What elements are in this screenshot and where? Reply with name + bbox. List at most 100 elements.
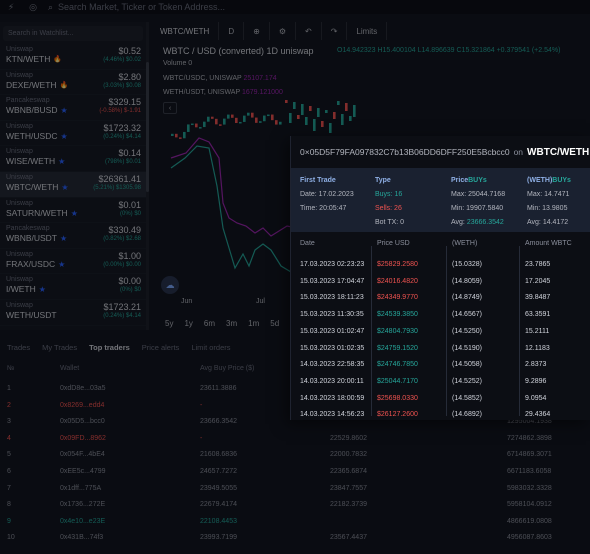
watchlist-item[interactable]: Uniswap DEXE/WETH 🔥 $2.80 (3.03%) $0.08 <box>0 70 146 96</box>
wallet-address[interactable]: 0xdD8e...03a5 <box>60 385 106 392</box>
trade-row[interactable]: 15.03.2023 18:11:23 $24349.9770 (14.8749) 3… <box>291 291 590 307</box>
trade-row[interactable]: 14.03.2023 18:00:59 $25698.0330 (14.5852) 9… <box>291 392 590 408</box>
range-button-1y[interactable]: 1y <box>184 319 193 328</box>
table-row[interactable]: 7 0x1dff...775A 23949.5055 23847.7557 598303… <box>0 482 590 498</box>
trade-row[interactable]: 14.03.2023 20:00:11 $25044.7170 (14.5252) 9… <box>291 375 590 391</box>
table-row[interactable]: 10 0x431B...74f3 23993.7199 23567.4437 49560… <box>0 531 590 547</box>
trade-row[interactable]: 14.03.2023 22:58:35 $24746.7850 (14.5058) 2… <box>291 358 590 374</box>
main-search[interactable]: ⌕ Search Market, Ticker or Token Address… <box>48 2 225 13</box>
trade-row[interactable]: 15.03.2023 01:02:35 $24759.1520 (14.5190) 1… <box>291 342 590 358</box>
table-row[interactable]: 2 0x8269...edd4 - <box>0 399 590 415</box>
chart-title: WBTC / USD (converted) 1D uniswap <box>163 46 314 56</box>
globe-icon[interactable]: ◎ <box>29 1 37 12</box>
trade-date: 14.03.2023 14:56:23 <box>300 411 365 419</box>
table-row[interactable]: 5 0x054F...4bE4 21608.6836 22000.7832 671486… <box>0 448 590 464</box>
watchlist-item[interactable]: Uniswap WISE/WETH ★ $0.14 (798%) $0.01 <box>0 146 146 172</box>
trade-row[interactable]: 15.03.2023 17:04:47 $24016.4820 (14.8059) 1… <box>291 275 590 291</box>
collapse-legend-button[interactable]: ‹ <box>163 102 177 114</box>
watchlist-item[interactable]: Uniswap WETH/USDT $1723.21 (0.24%) $4.14 <box>0 300 146 326</box>
range-button-6m[interactable]: 6m <box>203 319 216 328</box>
price-chart[interactable] <box>151 18 590 334</box>
settings-icon[interactable]: ⚙ <box>270 22 296 40</box>
favorite-star-icon[interactable]: ★ <box>70 208 78 218</box>
scrollbar-thumb[interactable] <box>146 62 149 192</box>
favorite-star-icon[interactable]: ★ <box>38 285 46 295</box>
pair-change: (0.82%) $2.68 <box>103 236 141 243</box>
bottom-tab[interactable]: My Trades <box>42 343 78 352</box>
pair-name-row: FRAX/USDC ★ <box>6 259 142 270</box>
candle <box>207 116 210 122</box>
undo-icon[interactable]: ↶ <box>296 22 322 40</box>
trade-amount: 9.2896 <box>525 377 547 385</box>
trader-details-popup: 0×05D5F79FA097832C7b13B06DD6DFF250E5Bcbc… <box>290 136 590 420</box>
watchlist-item[interactable]: Pancakeswap WBNB/USDT ★ $330.49 (0.82%) $2.6… <box>0 223 146 249</box>
overlay-line-wbtc-usdc <box>170 137 298 237</box>
table-row[interactable]: 8 0x1736...272E 22679.4174 22182.3739 595810… <box>0 498 590 514</box>
range-button-1m[interactable]: 1m <box>248 319 260 328</box>
wallet-address[interactable]: 0x4e10...e23E <box>60 517 106 525</box>
watchlist-item[interactable]: Uniswap FRAX/USDC ★ $1.00 (0.00%) $0.00 <box>0 249 146 275</box>
pair-change: (0.00%) $0.00 <box>103 261 141 268</box>
candle <box>271 114 274 121</box>
wallet-address[interactable]: 0x054F...4bE4 <box>60 451 105 459</box>
watchlist-scrollbar[interactable] <box>146 22 149 330</box>
watchlist-item[interactable]: Uniswap WBTC/WETH ★ $26361.41 (5.21%) $1305.… <box>0 171 146 198</box>
trending-fire-icon: 🔥 <box>59 81 69 89</box>
favorite-star-icon[interactable]: ★ <box>58 259 66 269</box>
watchlist-search-input[interactable]: Search in Watchlist... <box>3 26 143 41</box>
range-button-5y[interactable]: 5y <box>165 319 174 328</box>
pair-name: DEXE/WETH <box>6 79 57 90</box>
column-divider <box>446 246 447 416</box>
bottom-tab[interactable]: Limit orders <box>191 343 231 352</box>
wallet-address[interactable]: 0x05D5...bcc0 <box>60 418 105 426</box>
watchlist-item[interactable]: Uniswap SATURN/WETH ★ $0.01 (0%) $0 <box>0 198 146 224</box>
wallet-address[interactable]: 0×05D5F79FA097832C7b13B06DD6DFF250E5Bcbc… <box>300 147 510 157</box>
watchlist-item[interactable]: Uniswap I/WETH ★ $0.00 (0%) $0 <box>0 274 146 300</box>
favorite-star-icon[interactable]: ★ <box>60 106 68 116</box>
favorite-star-icon[interactable]: ★ <box>60 234 68 244</box>
tab-limits[interactable]: Limits <box>347 22 388 40</box>
watchlist-item[interactable]: Uniswap WETH/USDC ★ $1723.32 (0.24%) $4.14 <box>0 121 146 147</box>
tradingview-logo-icon[interactable]: ☁ <box>161 276 179 294</box>
table-row[interactable]: 1 0xdD8e...03a5 23611.3886 <box>0 382 590 398</box>
watchlist-item[interactable]: Pancakeswap WBNB/BUSD ★ $329.15 (-0.58%) $-1… <box>0 95 146 121</box>
trade-row[interactable]: 17.03.2023 02:23:23 $25829.2580 (15.0328) 2… <box>291 258 590 274</box>
table-row[interactable]: 9 0x4e10...e23E 22108.4453 4866619.0808 <box>0 515 590 531</box>
range-button-3m[interactable]: 3m <box>226 319 238 328</box>
table-row[interactable]: 3 0x05D5...bcc0 23666.3542 1295004.1938 <box>0 415 590 431</box>
add-indicator-icon[interactable]: ⊕ <box>244 22 270 40</box>
favorite-star-icon[interactable]: ★ <box>58 157 66 167</box>
pair-name-row: DEXE/WETH 🔥 <box>6 80 142 91</box>
logo-icon[interactable]: ⚡ <box>7 1 15 12</box>
range-button-5d[interactable]: 5d <box>270 319 280 328</box>
top-bar: ⚡ ◎ ⌕ Search Market, Ticker or Token Add… <box>0 0 590 14</box>
bottom-tab[interactable]: Top traders <box>89 343 130 352</box>
trade-row[interactable]: 15.03.2023 01:02:47 $24804.7930 (14.5250) 1… <box>291 325 590 341</box>
trade-weth: (14.8749) <box>452 294 482 302</box>
tab-pair[interactable]: WBTC/WETH <box>151 22 220 40</box>
favorite-star-icon[interactable]: ★ <box>60 131 68 141</box>
trade-row[interactable]: 14.03.2023 14:56:23 $26127.2600 (14.6892) 2… <box>291 408 590 424</box>
redo-icon[interactable]: ↷ <box>322 22 348 40</box>
candle <box>289 113 292 123</box>
wallet-address[interactable]: 0x1dff...775A <box>60 484 102 492</box>
bottom-tab[interactable]: Price alerts <box>141 343 180 352</box>
table-row[interactable]: 6 0xEE5c...4799 24657.7272 22365.6874 667118… <box>0 465 590 481</box>
watchlist-item[interactable]: Uniswap KTN/WETH 🔥 $0.52 (4.46%) $0.02 <box>0 44 146 70</box>
time-label: Jun <box>181 298 193 305</box>
table-row[interactable]: 4 0x09FD...8962 - 22529.8602 7274862.3898 <box>0 432 590 448</box>
trade-row[interactable]: 15.03.2023 11:30:35 $24539.3850 (14.6567) 6… <box>291 308 590 324</box>
wallet-address[interactable]: 0x431B...74f3 <box>60 534 104 542</box>
bottom-tab[interactable]: Trades <box>7 343 31 352</box>
candle <box>227 114 230 119</box>
wallet-address[interactable]: 0x1736...272E <box>60 501 106 509</box>
candle <box>231 114 234 118</box>
column-divider <box>371 246 372 416</box>
trade-price-usd: $24349.9770 <box>377 294 418 302</box>
wallet-address[interactable]: 0x8269...edd4 <box>60 401 105 409</box>
wallet-address[interactable]: 0x09FD...8962 <box>60 434 106 442</box>
favorite-star-icon[interactable]: ★ <box>61 182 69 192</box>
tab-interval[interactable]: D <box>219 22 245 40</box>
wallet-address[interactable]: 0xEE5c...4799 <box>60 468 106 475</box>
avg-buy-price: 24657.7272 <box>200 468 237 475</box>
